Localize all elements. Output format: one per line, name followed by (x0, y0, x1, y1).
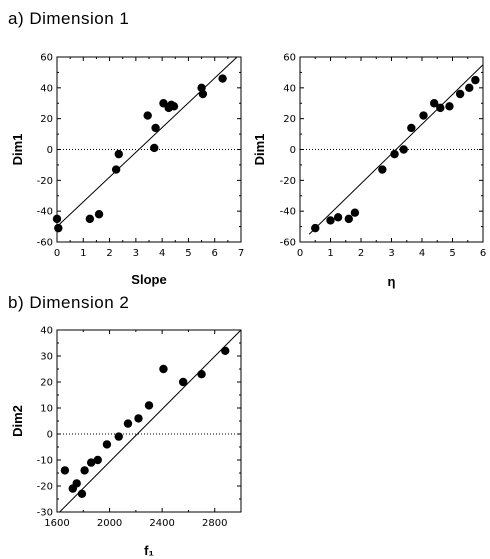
y-tick-label: 60 (40, 53, 53, 64)
x-tick-label: 2000 (97, 518, 122, 529)
data-point (178, 377, 188, 387)
data-point (344, 214, 353, 224)
x-tick-label: 5 (449, 248, 455, 259)
data-point (419, 111, 428, 120)
plot-dim1-vs-slope: -60 -40 -20 0 20 40 60 0 1 2 3 4 5 6 7 Slope Dim1 (10, 53, 244, 288)
y-tick-label: -60 (280, 238, 296, 249)
x-axis-label: η (388, 274, 396, 289)
data-point (114, 149, 123, 159)
data-point (143, 111, 152, 120)
x-tick-label: 4 (419, 248, 425, 259)
data-point (390, 149, 399, 159)
data-point (407, 123, 416, 133)
plot-dim2-vs-f1: -30 -20 -10 0 10 20 30 40 1600 2000 2400 2800 f₁ Dim2 (10, 326, 242, 558)
data-point (114, 432, 123, 441)
data-point (326, 216, 335, 225)
y-tick-label: 0 (47, 430, 53, 441)
y-tick-label: -20 (37, 482, 53, 493)
y-tick-label: -30 (37, 508, 53, 519)
data-point (134, 414, 143, 423)
x-tick-label: 1600 (44, 518, 69, 529)
data-point (144, 401, 154, 410)
y-axis-label: Dim1 (10, 134, 25, 166)
x-tick-label: 2 (358, 248, 364, 259)
y-tick-label: 0 (47, 145, 53, 156)
data-point (93, 455, 102, 465)
data-point (378, 165, 387, 174)
x-tick-label: 1 (327, 248, 333, 259)
data-point (86, 458, 96, 467)
y-tick-label: 40 (283, 83, 296, 94)
x-tick-label: 6 (480, 248, 486, 259)
y-tick-label: 20 (283, 114, 296, 125)
x-tick-label: 4 (159, 248, 165, 259)
x-axis-label: Slope (131, 272, 166, 287)
data-point (54, 223, 63, 233)
y-tick-label: 0 (290, 145, 296, 156)
x-tick-label: 0 (54, 248, 60, 259)
x-tick-label: 3 (388, 248, 394, 259)
data-point (52, 214, 62, 224)
data-point (350, 208, 360, 217)
y-tick-label: -40 (280, 207, 296, 218)
y-axis-label: Dim1 (252, 134, 267, 166)
y-tick-label: 60 (283, 53, 296, 64)
x-tick-label: 1 (80, 248, 86, 259)
data-point (445, 102, 454, 111)
data-point (465, 83, 474, 93)
fit-line (308, 64, 484, 235)
data-point (123, 419, 133, 428)
x-tick-label: 6 (212, 248, 218, 259)
fit-line (59, 329, 242, 513)
y-tick-label: -20 (280, 176, 296, 187)
data-point (198, 89, 208, 99)
data-point (159, 364, 168, 374)
data-point (85, 214, 95, 224)
x-tick-label: 3 (133, 248, 139, 259)
fit-line (56, 56, 238, 227)
data-point (94, 210, 104, 219)
x-axis-label: f₁ (144, 543, 154, 558)
y-tick-label: 40 (40, 326, 53, 337)
data-point (169, 102, 179, 111)
data-point (151, 123, 160, 133)
y-tick-label: 20 (40, 114, 53, 125)
x-tick-label: 7 (238, 248, 244, 259)
data-point (150, 143, 159, 153)
data-point (471, 75, 480, 85)
x-tick-label: 2400 (149, 518, 174, 529)
x-tick-label: 0 (297, 248, 303, 259)
y-tick-label: -60 (37, 238, 53, 249)
y-axis-label: Dim2 (10, 405, 25, 437)
y-tick-label: 10 (40, 404, 53, 415)
data-point (311, 223, 320, 233)
heading-dimension-1: a) Dimension 1 (8, 9, 129, 28)
x-tick-label: 2 (106, 248, 112, 259)
data-point (218, 74, 227, 83)
data-point (333, 213, 343, 222)
data-point (197, 370, 206, 379)
data-point (80, 466, 89, 475)
y-tick-label: 20 (40, 378, 53, 389)
data-point (399, 145, 408, 154)
data-point (436, 103, 445, 113)
data-point (221, 346, 230, 355)
y-tick-label: -10 (37, 456, 53, 467)
y-tick-label: -20 (37, 176, 53, 187)
y-tick-label: 40 (40, 83, 53, 94)
data-point (430, 99, 439, 108)
data-point (111, 165, 121, 174)
heading-dimension-2: b) Dimension 2 (8, 293, 129, 312)
x-tick-label: 5 (185, 248, 191, 259)
data-point (102, 440, 112, 449)
plot-dim1-vs-eta: -60 -40 -20 0 20 40 60 0 1 2 3 4 5 6 η Dim1 (252, 53, 486, 290)
y-tick-label: -40 (37, 207, 53, 218)
y-tick-label: 30 (40, 352, 53, 363)
x-tick-label: 2800 (202, 518, 227, 529)
data-point (77, 489, 87, 498)
data-point (60, 466, 70, 475)
data-point (455, 89, 465, 99)
data-point (72, 479, 81, 488)
